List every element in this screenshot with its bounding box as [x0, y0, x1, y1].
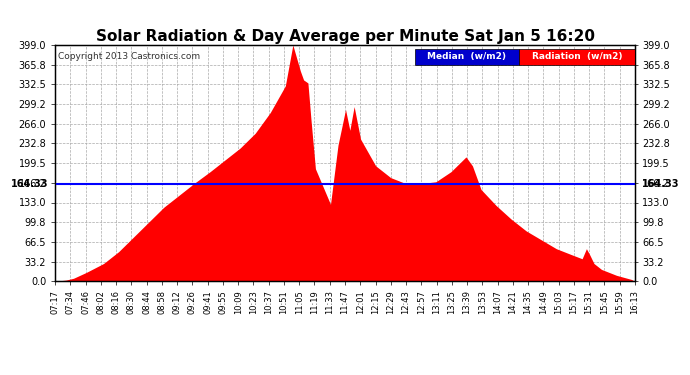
- FancyBboxPatch shape: [415, 48, 519, 65]
- Text: 164.33: 164.33: [11, 179, 48, 189]
- Text: 164.33: 164.33: [642, 179, 679, 189]
- Title: Solar Radiation & Day Average per Minute Sat Jan 5 16:20: Solar Radiation & Day Average per Minute…: [95, 29, 595, 44]
- FancyBboxPatch shape: [519, 48, 635, 65]
- Text: Radiation  (w/m2): Radiation (w/m2): [531, 53, 622, 61]
- Text: Copyright 2013 Castronics.com: Copyright 2013 Castronics.com: [58, 52, 200, 61]
- Text: Median  (w/m2): Median (w/m2): [427, 53, 506, 61]
